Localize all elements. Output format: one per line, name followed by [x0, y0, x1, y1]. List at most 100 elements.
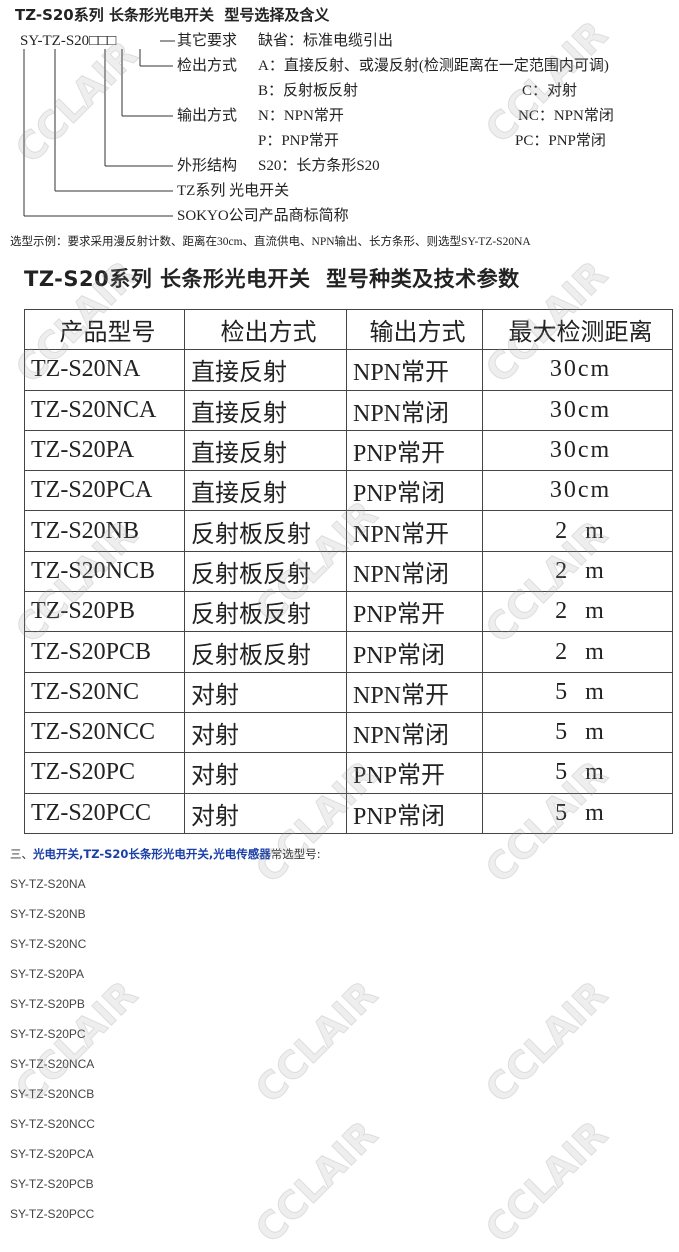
intro-suffix: 常选型号: [270, 847, 321, 861]
table-cell: 2 m [482, 591, 673, 633]
table-cell: 5 m [482, 752, 673, 794]
table-cell: 2 m [482, 510, 673, 552]
table-cell: 对射 [184, 752, 347, 794]
bracket-lines [23, 40, 175, 217]
field-option: A：直接反射、或漫反射(检测距离在一定范围内可调) [258, 58, 609, 74]
table-cell: PNP常闭 [346, 631, 483, 673]
table-cell: 对射 [184, 671, 347, 713]
intro-prefix: 三、 [10, 847, 33, 861]
table-cell: 5 m [482, 711, 673, 754]
field-option: B：反射板反射 [258, 83, 359, 99]
table-cell: NPN常闭 [346, 389, 483, 431]
list-item: SY-TZ-S20NCC [10, 1117, 95, 1131]
table-cell: TZ-S20NB [24, 510, 185, 552]
table-cell: PNP常开 [346, 591, 483, 633]
table-cell: 反射板反射 [184, 591, 347, 633]
table-cell: NPN常开 [346, 671, 483, 713]
watermark: CCLAIR [476, 972, 616, 1112]
table-cell: PNP常闭 [346, 792, 483, 834]
list-item: SY-TZ-S20PCC [10, 1207, 95, 1221]
table-cell: 反射板反射 [184, 631, 347, 673]
table-cell: TZ-S20PB [24, 591, 185, 633]
field-option: PC：PNP常闭 [515, 133, 606, 149]
table-cell: 30cm [482, 429, 673, 472]
table-cell: 直接反射 [184, 429, 347, 472]
list-item: SY-TZ-S20NC [10, 937, 87, 951]
table-cell: 5 m [482, 792, 673, 834]
field-label: TZ系列 光电开关 [177, 183, 290, 199]
field-label: 其它要求 [177, 33, 238, 49]
table-cell: 对射 [184, 792, 347, 834]
separator: , [79, 847, 84, 861]
header-row: 产品型号 检出方式 输出方式 最大检测距离 [24, 308, 673, 351]
watermark: CCLAIR [246, 972, 386, 1112]
header-cell: 检出方式 [184, 308, 347, 351]
table-cell: 直接反射 [184, 389, 347, 431]
table-row: TZ-S20NCA 直接反射 NPN常闭 30cm [24, 389, 673, 431]
table-row: TZ-S20PCB 反射板反射 PNP常闭 2 m [24, 631, 673, 673]
link[interactable]: 光电传感器 [213, 847, 271, 861]
table-cell: TZ-S20PC [24, 752, 185, 794]
table-cell: 直接反射 [184, 470, 347, 512]
table-cell: TZ-S20NCC [24, 711, 185, 754]
table-cell: 直接反射 [184, 349, 347, 391]
field-label: 检出方式 [177, 58, 238, 74]
table-row: TZ-S20NA 直接反射 NPN常开 30cm [24, 349, 673, 391]
table-cell: PNP常开 [346, 429, 483, 472]
table-cell: TZ-S20NCA [24, 389, 185, 431]
table-cell: TZ-S20PA [24, 429, 185, 472]
table-cell: NPN常开 [346, 510, 483, 552]
table-row: TZ-S20PCA 直接反射 PNP常闭 30cm [24, 470, 673, 512]
separator: , [208, 847, 214, 861]
table-cell: NPN常开 [346, 349, 483, 391]
table-cell: 反射板反射 [184, 550, 347, 593]
table-cell: 2 m [482, 631, 673, 673]
table-cell: PNP常闭 [346, 470, 483, 512]
table-cell: 反射板反射 [184, 510, 347, 552]
table-cell: 30cm [482, 389, 673, 431]
list-item: SY-TZ-S20PA [10, 967, 85, 981]
table-cell: TZ-S20NC [24, 671, 185, 713]
model-code: SY-TZ-S20□□□ [20, 33, 117, 49]
table-cell: 对射 [184, 711, 347, 754]
table-cell: 2 m [482, 550, 673, 593]
table-cell: 30cm [482, 349, 673, 391]
example: 选型示例：要求采用漫反射计数、距离在30cm、直流供电、NPN输出、长方条形、则… [10, 236, 531, 248]
title: TZ-S20系列 长条形光电开关 型号选择及含义 [15, 6, 330, 24]
header-cell: 最大检测距离 [482, 308, 673, 351]
table-row: TZ-S20PC 对射 PNP常开 5 m [24, 752, 673, 794]
field-option: NC：NPN常闭 [518, 108, 614, 124]
header-cell: 产品型号 [24, 308, 185, 351]
table-cell: TZ-S20NA [24, 349, 185, 391]
table-cell: NPN常闭 [346, 711, 483, 754]
list-item: SY-TZ-S20NB [10, 907, 86, 921]
header-cell: 输出方式 [346, 308, 483, 351]
table-cell: TZ-S20NCB [24, 550, 185, 593]
list-item: SY-TZ-S20NA [10, 877, 86, 891]
table-cell: TZ-S20PCC [24, 792, 185, 834]
field-label: 输出方式 [177, 108, 238, 124]
table-title: TZ-S20系列 长条形光电开关 型号种类及技术参数 [24, 267, 520, 291]
link[interactable]: 光电开关 [33, 847, 79, 861]
list-item: SY-TZ-S20PB [10, 997, 85, 1011]
list-item: SY-TZ-S20PCB [10, 1177, 94, 1191]
spec-table: 产品型号 检出方式 输出方式 最大检测距离 TZ-S20NA 直接反射 NPN常开 30cm T… [24, 308, 673, 834]
field-option: 缺省：标准电缆引出 [258, 33, 394, 49]
table-cell: 30cm [482, 470, 673, 512]
table-row: TZ-S20NC 对射 NPN常开 5 m [24, 671, 673, 713]
list-item: SY-TZ-S20NCB [10, 1087, 95, 1101]
table-row: TZ-S20PA 直接反射 PNP常开 30cm [24, 429, 673, 472]
field-option: C：对射 [522, 83, 578, 99]
table-row: TZ-S20NCB 反射板反射 NPN常闭 2 m [24, 550, 673, 593]
link[interactable]: TZ-S20长条形光电开关 [83, 847, 209, 861]
list-item: SY-TZ-S20NCA [10, 1057, 95, 1071]
table-row: TZ-S20PB 反射板反射 PNP常开 2 m [24, 591, 673, 633]
list-intro: 三、光电开关,TZ-S20长条形光电开关,光电传感器常选型号: [10, 846, 321, 862]
table-cell: TZ-S20PCA [24, 470, 185, 512]
field-option: N：NPN常开 [258, 108, 344, 124]
table-cell: NPN常闭 [346, 550, 483, 593]
field-option: S20：长方条形S20 [258, 158, 380, 174]
field-label: 外形结构 [177, 158, 238, 174]
field-option: P：PNP常开 [258, 133, 339, 149]
list-item: SY-TZ-S20PC [10, 1027, 86, 1041]
